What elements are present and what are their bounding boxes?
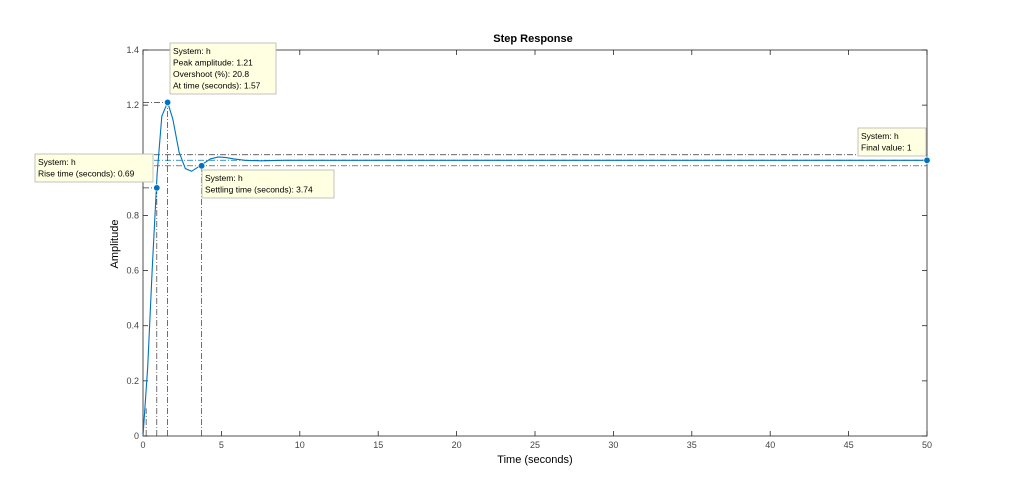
y-tick-label: 1.4 [126, 45, 139, 55]
datatip-box [857, 127, 927, 157]
datatip-text: System: h [173, 46, 211, 56]
x-tick-label: 45 [844, 440, 854, 450]
x-tick-label: 10 [295, 440, 305, 450]
x-tick-label: 15 [373, 440, 383, 450]
final-value-datatip[interactable]: System: h Final value: 1 [857, 127, 927, 157]
datatip-text: Final value: 1 [861, 143, 912, 153]
y-tick-label: 0.4 [126, 321, 139, 331]
data-markers [153, 98, 931, 192]
y-tick-label: 0.2 [126, 376, 139, 386]
x-tick-label: 30 [608, 440, 618, 450]
plot-area [142, 49, 928, 437]
datatip-box [169, 42, 277, 95]
x-axis-label: Time (seconds) [497, 454, 572, 466]
datatip-text: Overshoot (%): 20.8 [173, 69, 249, 79]
x-tick-label: 40 [765, 440, 775, 450]
datatip-text: System: h [861, 131, 899, 141]
x-tick-label: 50 [922, 440, 932, 450]
datatip-text: At time (seconds): 1.57 [173, 81, 261, 91]
x-axis-ticks: 0 5 10 15 20 25 30 35 40 45 50 [140, 50, 932, 450]
datatip-text: System: h [205, 173, 243, 183]
y-tick-label: 0 [134, 431, 139, 441]
x-tick-label: 25 [530, 440, 540, 450]
datatip-text: Rise time (seconds): 0.69 [38, 169, 135, 179]
rise-time-datatip[interactable]: System: h Rise time (seconds): 0.69 [34, 153, 154, 183]
final-value-marker[interactable] [923, 156, 931, 164]
x-tick-label: 35 [687, 440, 697, 450]
datatip-box [34, 153, 154, 183]
datatip-box [201, 169, 335, 199]
y-tick-label: 0.6 [126, 266, 139, 276]
y-axis-label: Amplitude [109, 220, 121, 269]
x-tick-label: 5 [219, 440, 224, 450]
x-tick-label: 0 [140, 440, 145, 450]
rise-time-marker[interactable] [153, 184, 161, 192]
x-tick-label: 20 [452, 440, 462, 450]
step-response-line [142, 100, 927, 437]
peak-marker[interactable] [164, 98, 172, 106]
settling-time-marker[interactable] [198, 162, 206, 170]
y-tick-label: 1.2 [126, 100, 139, 110]
datatip-text: System: h [38, 157, 76, 167]
datatip-text: Peak amplitude: 1.21 [173, 58, 253, 68]
chart-title: Step Response [493, 33, 572, 45]
settling-time-datatip[interactable]: System: h Settling time (seconds): 3.74 [201, 169, 335, 199]
y-tick-label: 0.8 [126, 210, 139, 220]
datatip-text: Settling time (seconds): 3.74 [205, 185, 313, 195]
